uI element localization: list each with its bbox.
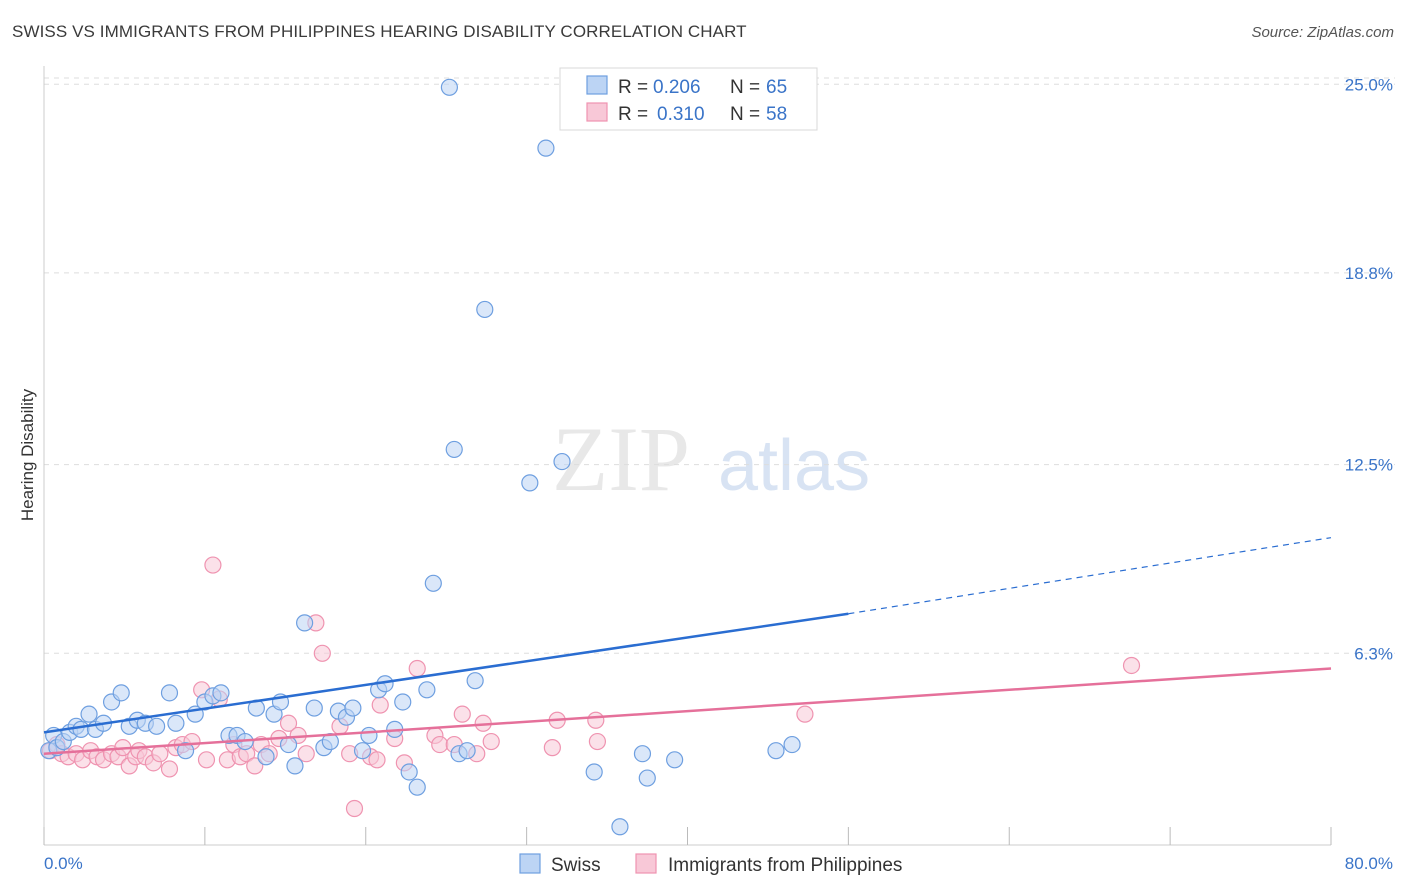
swiss-point — [466, 672, 484, 690]
chart-title: SWISS VS IMMIGRANTS FROM PHILIPPINES HEA… — [12, 22, 747, 41]
swiss-point — [148, 717, 166, 735]
trend-line-swiss — [43, 612, 849, 734]
philippines-point — [313, 644, 331, 662]
swiss-point — [767, 742, 785, 760]
swiss-point — [611, 818, 629, 836]
bottom-legend-label-philippines: Immigrants from Philippines — [668, 855, 902, 876]
philippines-point — [543, 739, 561, 757]
swiss-point — [408, 778, 426, 796]
swiss-point — [458, 742, 476, 760]
swiss-point — [353, 742, 372, 760]
legend-swatch-swiss — [586, 75, 608, 95]
swiss-point — [521, 474, 539, 492]
swiss-point — [212, 684, 230, 702]
swiss-point — [160, 684, 179, 702]
swiss-point — [296, 614, 314, 632]
swiss-point — [553, 452, 571, 471]
swiss-point — [783, 735, 801, 754]
swiss-point — [585, 763, 603, 781]
legend-n-value-swiss: 65 — [766, 77, 787, 98]
philippines-point — [796, 705, 814, 723]
x-tick-label: 80.0% — [1345, 854, 1393, 873]
swiss-point — [344, 699, 362, 717]
source-label: Source: ZipAtlas.com — [1251, 24, 1394, 41]
swiss-point — [400, 763, 418, 781]
swiss-point — [424, 574, 442, 592]
y-tick-label: 25.0% — [1345, 75, 1393, 94]
swiss-point — [537, 139, 555, 157]
bottom-legend-swatch-philippines — [635, 853, 657, 874]
philippines-point — [160, 760, 179, 778]
philippines-point — [297, 745, 315, 763]
swiss-point — [440, 78, 459, 96]
swiss-point — [666, 751, 684, 769]
legend-r-value-swiss: 0.206 — [653, 77, 701, 98]
y-tick-label: 6.3% — [1354, 644, 1393, 663]
watermark-zip: ZIP — [552, 408, 690, 510]
legend-n-label-swiss: N = — [730, 77, 760, 98]
philippines-point — [197, 751, 216, 769]
swiss-point — [418, 681, 436, 699]
legend-n-value-philippines: 58 — [766, 104, 787, 125]
watermark: ZIP atlas — [552, 408, 870, 510]
swiss-point — [633, 745, 652, 763]
legend-r-value-philippines: 0.310 — [657, 104, 705, 125]
philippines-point — [587, 711, 605, 729]
legend-r-label-philippines: R = — [618, 104, 648, 125]
bottom-legend-label-swiss: Swiss — [551, 855, 601, 876]
watermark-atlas: atlas — [718, 426, 870, 506]
swiss-point — [445, 440, 463, 459]
swiss-point — [286, 757, 304, 775]
philippines-point — [453, 705, 471, 723]
swiss-point — [112, 684, 130, 702]
philippines-point — [482, 732, 500, 751]
bottom-legend-swatch-swiss — [519, 853, 541, 874]
philippines-point — [204, 556, 222, 574]
swiss-point — [394, 693, 412, 711]
bottom-legend: Swiss Immigrants from Philippines — [519, 853, 902, 876]
philippines-point — [246, 757, 264, 775]
philippines-point — [588, 732, 607, 751]
grid — [44, 77, 1395, 654]
philippines-point — [345, 799, 364, 818]
trend-lines — [43, 537, 1332, 755]
legend-swatch-philippines — [586, 102, 608, 122]
philippines-point — [408, 659, 426, 678]
swiss-point — [476, 300, 494, 319]
legend-r-label-swiss: R = — [618, 77, 648, 98]
tick-labels: 6.3% 12.5% 18.8% 25.0% 0.0% 80.0% — [44, 75, 1393, 873]
swiss-point — [257, 748, 275, 766]
swiss-point — [638, 769, 656, 787]
philippines-point — [368, 751, 386, 769]
swiss-point — [72, 720, 90, 738]
legend-box: R = 0.206 N = 65 R = 0.310 N = 58 — [559, 67, 818, 131]
legend-n-label-philippines: N = — [730, 104, 760, 125]
philippines-point — [279, 714, 298, 732]
swiss-point — [80, 705, 98, 723]
swiss-point — [360, 726, 378, 745]
x-tick-label: 0.0% — [44, 854, 83, 873]
philippines-point — [1122, 656, 1141, 675]
philippines-point — [431, 735, 449, 754]
axes — [43, 66, 1332, 846]
swiss-point — [305, 699, 323, 717]
philippines-point — [371, 696, 389, 714]
swiss-point — [167, 714, 185, 732]
swiss-point — [176, 742, 195, 760]
y-tick-label: 18.8% — [1345, 264, 1393, 283]
trend-line-swiss-extension — [848, 537, 1332, 615]
y-tick-label: 12.5% — [1345, 456, 1393, 475]
trend-line-philippines — [43, 667, 1332, 755]
philippines-point — [151, 745, 169, 763]
